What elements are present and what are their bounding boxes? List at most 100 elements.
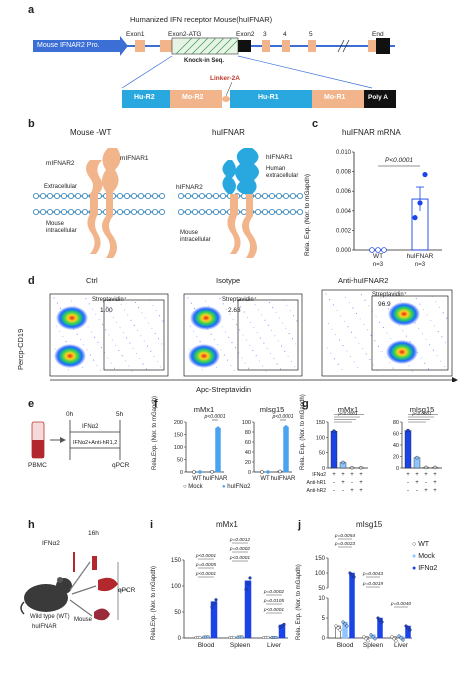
flow-anti-title: Anti-huIFNAR2: [338, 276, 388, 285]
flow-dot: [344, 321, 345, 322]
y-tick-label: 100: [174, 445, 183, 451]
promoter-label: Mouse IFNAR2 Pro.: [37, 42, 100, 49]
flow-dot: [221, 349, 222, 350]
point: [278, 470, 281, 473]
flow-dot: [155, 333, 156, 334]
sign-cell: -: [416, 488, 418, 494]
lipid-head: [131, 209, 136, 214]
flow-dot: [216, 367, 217, 368]
flow-dot: [234, 370, 235, 371]
p-value-i: p<0.0001: [229, 555, 250, 561]
lipid-head: [213, 209, 218, 214]
flow-dot: [66, 341, 67, 342]
flow-dot: [252, 350, 253, 351]
gate-value-isotype: 2.63: [228, 307, 241, 314]
flow-dot: [250, 322, 251, 323]
lipid-head: [178, 209, 183, 214]
mouse-intracellular-hu-2: [242, 194, 257, 258]
flow-dot: [127, 315, 128, 316]
flow-dot: [421, 357, 422, 358]
mo-r2-label: Mo-R2: [182, 94, 203, 101]
flow-xlabel: Apc-Streptavidin: [196, 385, 251, 394]
flow-dot: [382, 351, 383, 352]
flow-dot: [128, 366, 129, 367]
flow-dot: [107, 357, 108, 358]
p-value-j: p=0.0019: [362, 581, 383, 587]
flow-dot: [143, 363, 144, 364]
bar: [331, 431, 337, 468]
lipid-head: [276, 209, 281, 214]
flow-dot: [243, 335, 244, 336]
sign-cell: +: [341, 480, 345, 486]
flow-dot: [71, 300, 72, 301]
flow-dot: [339, 340, 340, 341]
flow-dot: [100, 370, 101, 371]
flow-dot: [151, 328, 152, 329]
flow-dot: [236, 324, 237, 325]
flow-dot: [278, 340, 279, 341]
lipid-head: [269, 209, 274, 214]
lipid-head: [178, 193, 183, 198]
point: [409, 629, 412, 632]
lipid-head: [61, 193, 66, 198]
sign-cell: -: [407, 480, 409, 486]
lipid-head: [138, 209, 143, 214]
lipid-head: [40, 209, 45, 214]
point: [353, 576, 356, 579]
p-value-i: p<0.0001: [195, 571, 216, 577]
flow-dot: [343, 345, 344, 346]
panel-c-ylabel: Rela. Exp. (Nor. to mGapdh): [304, 174, 311, 256]
blood-fill: [32, 440, 44, 458]
flow-dot: [406, 336, 407, 337]
mouse-ear-icon: [57, 577, 63, 583]
sign-cell: +: [359, 472, 363, 478]
sign-cell: +: [433, 472, 437, 478]
flow-dot: [389, 362, 390, 363]
y-tick-label: 60: [393, 432, 399, 438]
flow-dot: [82, 367, 83, 368]
sign-cell: +: [350, 488, 354, 494]
panel-f-ylabel: Rela.Exp. (Nor. to mGapdh): [152, 396, 158, 470]
panel-c-chart: 0.0100.0080.0060.0040.0020.000P<0.0001WT…: [318, 140, 458, 270]
flow-dot: [288, 356, 289, 357]
p-value-f: p<0.0001: [272, 414, 294, 420]
flow-population-lower: [386, 340, 418, 364]
flow-dot: [146, 369, 147, 370]
exon5-label: 5: [309, 31, 313, 38]
flow-ylabel: Percp-CD19: [16, 329, 25, 370]
chart-f-title: mIsg15: [260, 405, 285, 414]
y-tick-label: 0.004: [336, 209, 352, 215]
gate-value-ctrl: 1.00: [100, 307, 113, 314]
flow-dot: [349, 302, 350, 303]
flow-dot: [159, 315, 160, 316]
flow-dot: [292, 338, 293, 339]
panel-label-b: b: [28, 118, 35, 130]
flow-dot: [248, 368, 249, 369]
lipid-head: [54, 209, 59, 214]
lipid-head: [145, 193, 150, 198]
flow-ctrl-title: Ctrl: [86, 276, 98, 285]
flow-dot: [92, 309, 93, 310]
flow-dot: [57, 303, 58, 304]
y-tick-label: 100: [171, 584, 182, 590]
flow-dot: [83, 344, 84, 345]
lipid-head: [262, 209, 267, 214]
flow-dot: [62, 336, 63, 337]
flow-dot: [134, 325, 135, 326]
hifnar2-label: hIFNAR2: [176, 184, 203, 191]
lipid-head: [117, 209, 122, 214]
arrow-spleen: [70, 600, 92, 616]
flow-dot: [145, 317, 146, 318]
lipid-head: [145, 209, 150, 214]
flow-dot: [202, 369, 203, 370]
y-tick-label: 0.002: [336, 228, 352, 234]
flow-dot: [156, 310, 157, 311]
bar: [405, 431, 411, 468]
x-label-wt: WT: [373, 253, 383, 260]
flow-dot: [114, 368, 115, 369]
flow-dot: [244, 312, 245, 313]
p-value-i: p=0.0002: [263, 589, 284, 595]
y-tick-label: 0: [396, 466, 399, 472]
sign-cell: -: [407, 488, 409, 494]
lipid-head: [159, 193, 164, 198]
